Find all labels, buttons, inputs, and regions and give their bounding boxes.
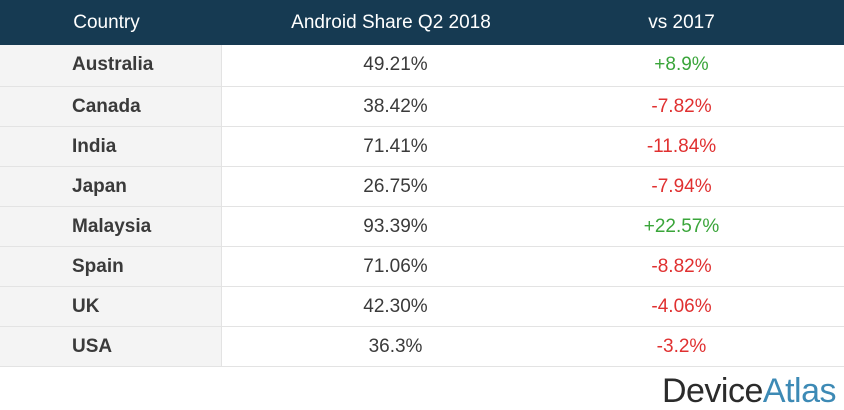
cell-android-share: 49.21% bbox=[363, 54, 428, 75]
logo-part-device: Device bbox=[661, 372, 763, 410]
table-row: Japan 26.75% -7.94% bbox=[0, 167, 844, 207]
cell-country: Malaysia bbox=[0, 207, 222, 246]
logo-part-atlas: Atlas bbox=[762, 372, 837, 410]
cell-vs-2017: -8.82% bbox=[651, 256, 712, 277]
deviceatlas-logo: DeviceAtlas bbox=[661, 372, 837, 410]
cell-vs-2017: -7.82% bbox=[651, 96, 712, 117]
cell-vs-2017: -7.94% bbox=[651, 176, 712, 197]
header-country: Country bbox=[73, 12, 140, 33]
cell-country: USA bbox=[0, 327, 222, 366]
header-android-share: Android Share Q2 2018 bbox=[291, 12, 491, 33]
cell-vs-2017: +22.57% bbox=[643, 216, 720, 237]
cell-country: India bbox=[0, 127, 222, 166]
table-row: Australia 49.21% +8.9% bbox=[0, 45, 844, 87]
cell-vs-2017: -4.06% bbox=[651, 296, 712, 317]
table-row: Spain 71.06% -8.82% bbox=[0, 247, 844, 287]
table-header: Country Android Share Q2 2018 vs 2017 bbox=[0, 0, 844, 45]
cell-android-share: 71.41% bbox=[363, 136, 428, 157]
table-row: UK 42.30% -4.06% bbox=[0, 287, 844, 327]
cell-android-share: 71.06% bbox=[363, 256, 428, 277]
cell-android-share: 93.39% bbox=[363, 216, 428, 237]
cell-vs-2017: -3.2% bbox=[656, 336, 707, 357]
cell-vs-2017: -11.84% bbox=[646, 136, 717, 157]
cell-country: Australia bbox=[0, 45, 222, 86]
table-row: Canada 38.42% -7.82% bbox=[0, 87, 844, 127]
cell-android-share: 36.3% bbox=[368, 336, 423, 357]
cell-country: Spain bbox=[0, 247, 222, 286]
cell-country: UK bbox=[0, 287, 222, 326]
cell-android-share: 38.42% bbox=[363, 96, 428, 117]
cell-android-share: 42.30% bbox=[363, 296, 428, 317]
table-row: Malaysia 93.39% +22.57% bbox=[0, 207, 844, 247]
cell-country: Canada bbox=[0, 87, 222, 126]
table-body: Australia 49.21% +8.9% Canada 38.42% -7.82% In… bbox=[0, 45, 844, 367]
cell-vs-2017: +8.9% bbox=[654, 54, 709, 75]
cell-android-share: 26.75% bbox=[363, 176, 428, 197]
header-vs-2017: vs 2017 bbox=[648, 12, 715, 33]
table-row: USA 36.3% -3.2% bbox=[0, 327, 844, 367]
cell-country: Japan bbox=[0, 167, 222, 206]
android-share-table: Country Android Share Q2 2018 vs 2017 Au… bbox=[0, 0, 844, 367]
table-row: India 71.41% -11.84% bbox=[0, 127, 844, 167]
